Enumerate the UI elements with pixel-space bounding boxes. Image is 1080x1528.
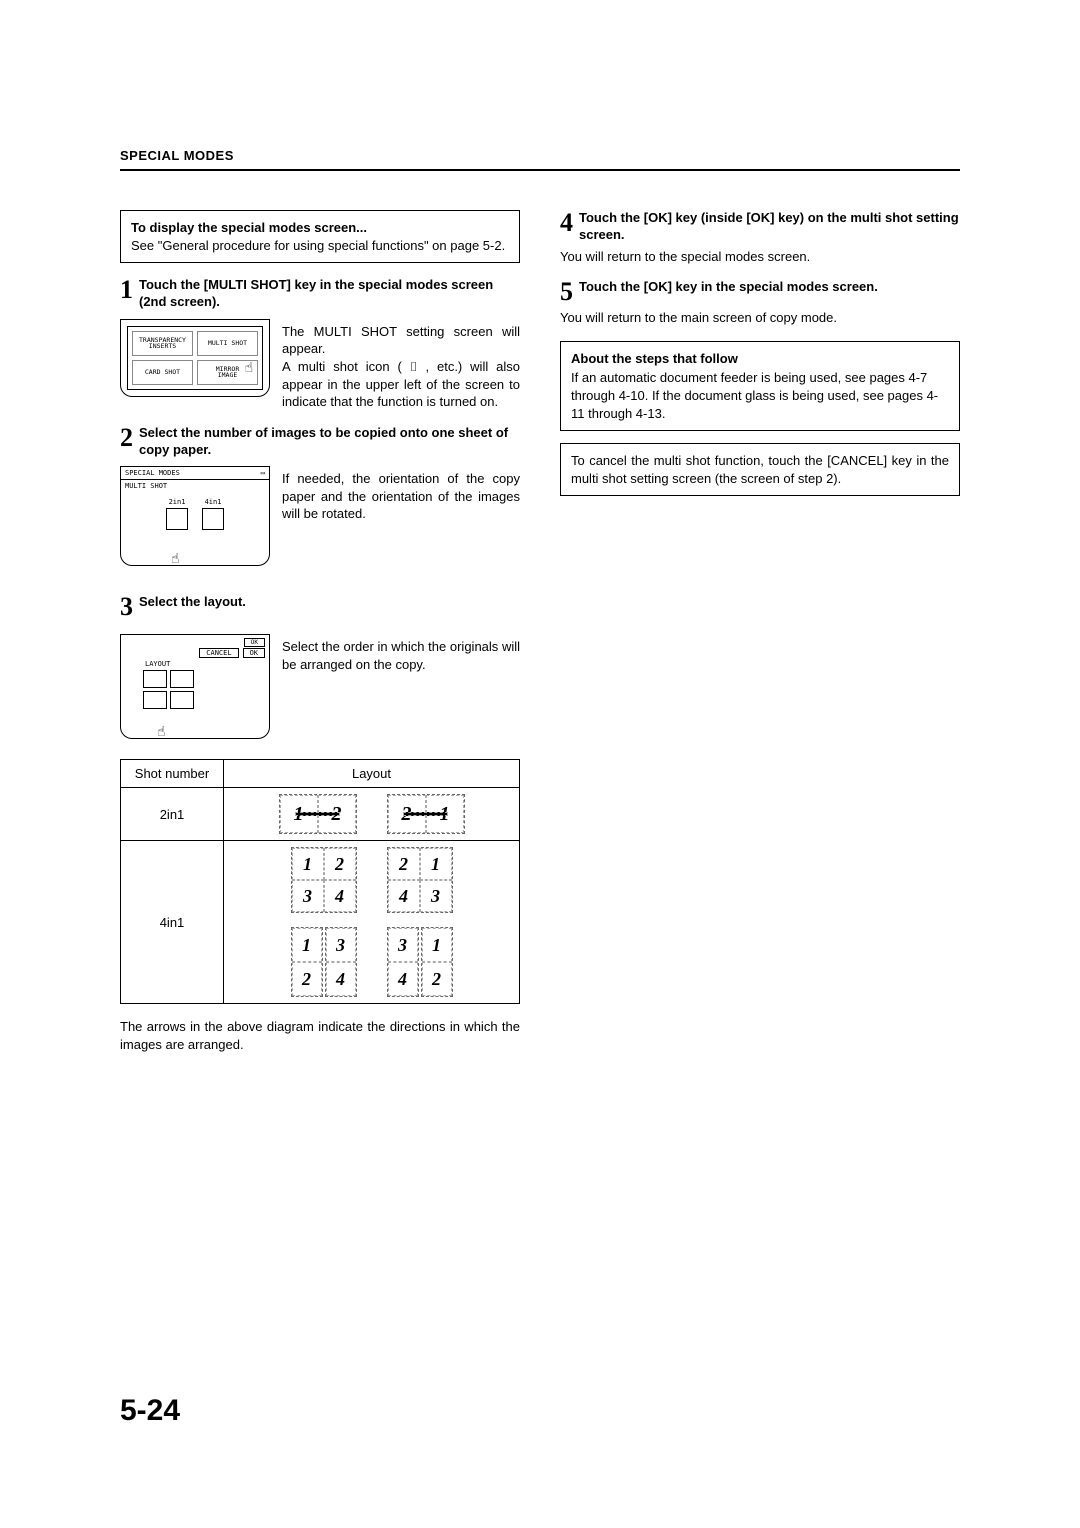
step-2-screen: SPECIAL MODES ▭ MULTI SHOT 2in1 4in1 ☝ <box>120 466 270 566</box>
col-shot-number: Shot number <box>121 760 224 788</box>
step-1-body: The MULTI SHOT setting screen will appea… <box>282 323 520 411</box>
layout-2in1-rl: 21 <box>387 794 465 834</box>
step-2-number: 2 <box>120 425 133 459</box>
step-2-title: Select the number of images to be copied… <box>139 425 520 459</box>
step-3-body: Select the order in which the originals … <box>282 638 520 739</box>
layout-4in1-c2: 34 <box>325 927 357 997</box>
row-4in1-label: 4in1 <box>121 841 224 1004</box>
step-5-title: Touch the [OK] key in the special modes … <box>579 279 960 305</box>
right-column: 4 Touch the [OK] key (inside [OK] key) o… <box>560 210 960 1053</box>
about-steps-body: If an automatic document feeder is being… <box>571 369 949 422</box>
layout-4in1-c1: 12 <box>291 927 323 997</box>
page-number: 5-24 <box>120 1394 180 1428</box>
row-2in1-label: 2in1 <box>121 788 224 841</box>
about-steps-title: About the steps that follow <box>571 350 949 368</box>
transparency-inserts-button[interactable]: TRANSPARENCYINSERTS <box>132 331 193 356</box>
step-1-title: Touch the [MULTI SHOT] key in the specia… <box>139 277 520 311</box>
step-3: 3 Select the layout. <box>120 594 520 620</box>
step-5-body: You will return to the main screen of co… <box>560 309 960 327</box>
step-5-number: 5 <box>560 279 573 305</box>
intro-box-body: See "General procedure for using special… <box>131 238 505 253</box>
col-layout: Layout <box>224 760 520 788</box>
step-1-screen: TRANSPARENCYINSERTS MULTI SHOT CARD SHOT… <box>120 319 270 397</box>
outer-ok-button[interactable]: OK <box>244 638 265 647</box>
ok-button[interactable]: OK <box>243 648 265 658</box>
layout-4in1-a: 1234 <box>291 847 357 913</box>
diagram-note: The arrows in the above diagram indicate… <box>120 1018 520 1053</box>
layout-4in1-d2: 12 <box>421 927 453 997</box>
cancel-button[interactable]: CANCEL <box>199 648 238 658</box>
step-1-number: 1 <box>120 277 133 311</box>
step-1: 1 Touch the [MULTI SHOT] key in the spec… <box>120 277 520 311</box>
step-5: 5 Touch the [OK] key in the special mode… <box>560 279 960 305</box>
layout-table: Shot number Layout 2in1 12 21 <box>120 759 520 1004</box>
layout-option-2[interactable] <box>170 670 194 688</box>
special-modes-label: SPECIAL MODES <box>125 469 180 477</box>
layout-option-1[interactable] <box>143 670 167 688</box>
layout-option-3[interactable] <box>143 691 167 709</box>
layout-option-4[interactable] <box>170 691 194 709</box>
intro-box: To display the special modes screen... S… <box>120 210 520 263</box>
card-shot-button[interactable]: CARD SHOT <box>132 360 193 385</box>
row-4in1-layouts: 1234 2143 12 34 34 <box>224 841 520 1004</box>
ok-icon: ▭ <box>261 469 265 477</box>
multi-shot-label: MULTI SHOT <box>121 480 269 492</box>
step-2: 2 Select the number of images to be copi… <box>120 425 520 459</box>
step-4-body: You will return to the special modes scr… <box>560 248 960 266</box>
multi-shot-button[interactable]: MULTI SHOT <box>197 331 258 356</box>
section-title: SPECIAL MODES <box>120 148 960 163</box>
step-4-number: 4 <box>560 210 573 244</box>
pointer-icon: ☝ <box>171 551 179 567</box>
layout-4in1-d1: 34 <box>387 927 419 997</box>
step-2-body: If needed, the orientation of the copy p… <box>282 470 520 566</box>
cancel-note-box: To cancel the multi shot function, touch… <box>560 443 960 496</box>
cancel-note-body: To cancel the multi shot function, touch… <box>571 453 949 486</box>
about-steps-box: About the steps that follow If an automa… <box>560 341 960 431</box>
option-2in1[interactable]: 2in1 <box>166 498 188 530</box>
step-3-title: Select the layout. <box>139 594 520 620</box>
step-3-number: 3 <box>120 594 133 620</box>
header-rule <box>120 169 960 171</box>
row-2in1-layouts: 12 21 <box>224 788 520 841</box>
layout-2in1-lr: 12 <box>279 794 357 834</box>
step-4-title: Touch the [OK] key (inside [OK] key) on … <box>579 210 960 244</box>
step-3-screen: OK CANCEL OK LAYOUT ☝ <box>120 634 270 739</box>
step-4: 4 Touch the [OK] key (inside [OK] key) o… <box>560 210 960 244</box>
option-4in1[interactable]: 4in1 <box>202 498 224 530</box>
pointer-icon: ☝ <box>157 724 165 740</box>
pointer-icon: ☝ <box>245 360 253 376</box>
intro-box-title: To display the special modes screen... <box>131 220 367 235</box>
layout-label: LAYOUT <box>145 660 265 668</box>
layout-4in1-b: 2143 <box>387 847 453 913</box>
left-column: To display the special modes screen... S… <box>120 210 520 1053</box>
